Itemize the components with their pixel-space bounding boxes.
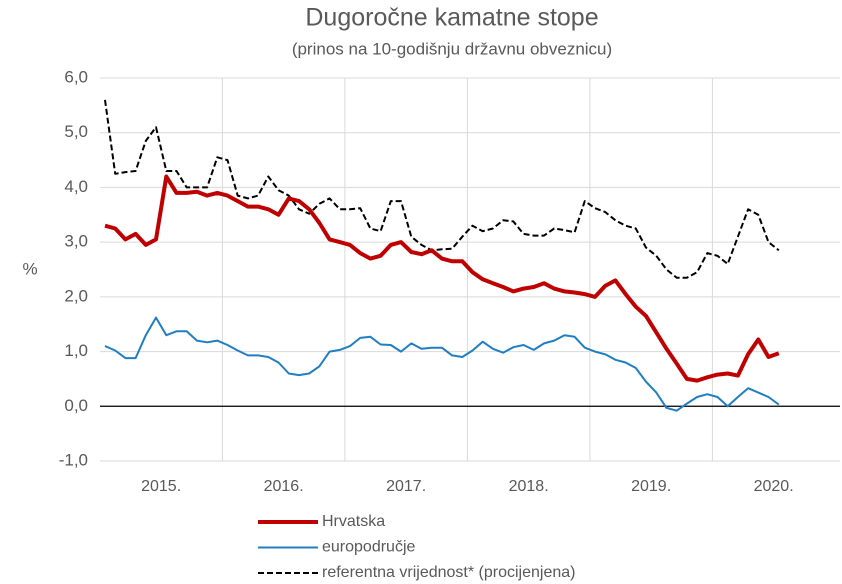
y-tick-label: 5,0 xyxy=(64,122,88,141)
series-line xyxy=(104,99,780,279)
legend-label: Hrvatska xyxy=(322,513,385,530)
series-line xyxy=(104,174,780,383)
x-tick-label: 2016. xyxy=(264,478,304,495)
y-tick-label: 0,0 xyxy=(64,396,88,415)
y-tick-label: 1,0 xyxy=(64,341,88,360)
y-tick-label: 3,0 xyxy=(64,232,88,251)
y-tick-label: 4,0 xyxy=(64,177,88,196)
x-tick-label: 2018. xyxy=(509,478,549,495)
x-tick-label: 2017. xyxy=(386,478,426,495)
chart-title: Dugoročne kamatne stope xyxy=(305,4,598,32)
chart-subtitle: (prinos na 10-godišnju državnu obveznicu… xyxy=(292,39,612,58)
series-line xyxy=(104,316,780,412)
legend-label: europodručje xyxy=(322,539,416,556)
y-tick-label: 2,0 xyxy=(64,286,88,305)
y-axis-label: % xyxy=(22,259,37,278)
x-tick-label: 2020. xyxy=(754,478,794,495)
legend-label: referentna vrijednost* (procijenjena) xyxy=(322,564,575,581)
y-tick-label: -1,0 xyxy=(59,450,88,469)
y-tick-label: 6,0 xyxy=(64,67,88,86)
x-tick-label: 2015. xyxy=(141,478,181,495)
x-tick-label: 2019. xyxy=(631,478,671,495)
